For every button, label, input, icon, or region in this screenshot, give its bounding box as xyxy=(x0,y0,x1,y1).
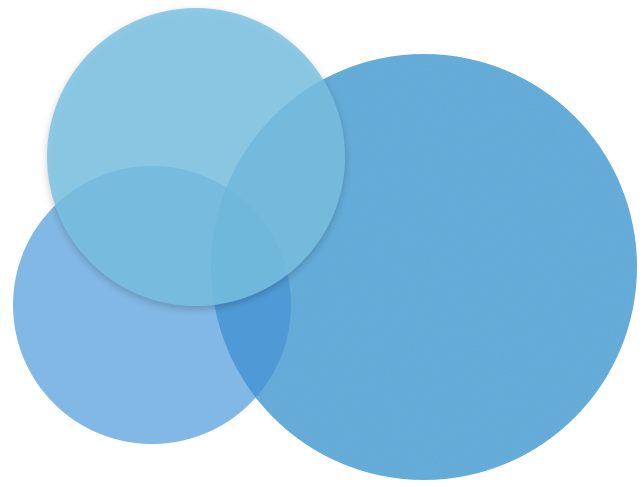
circle-top-left xyxy=(47,8,345,306)
